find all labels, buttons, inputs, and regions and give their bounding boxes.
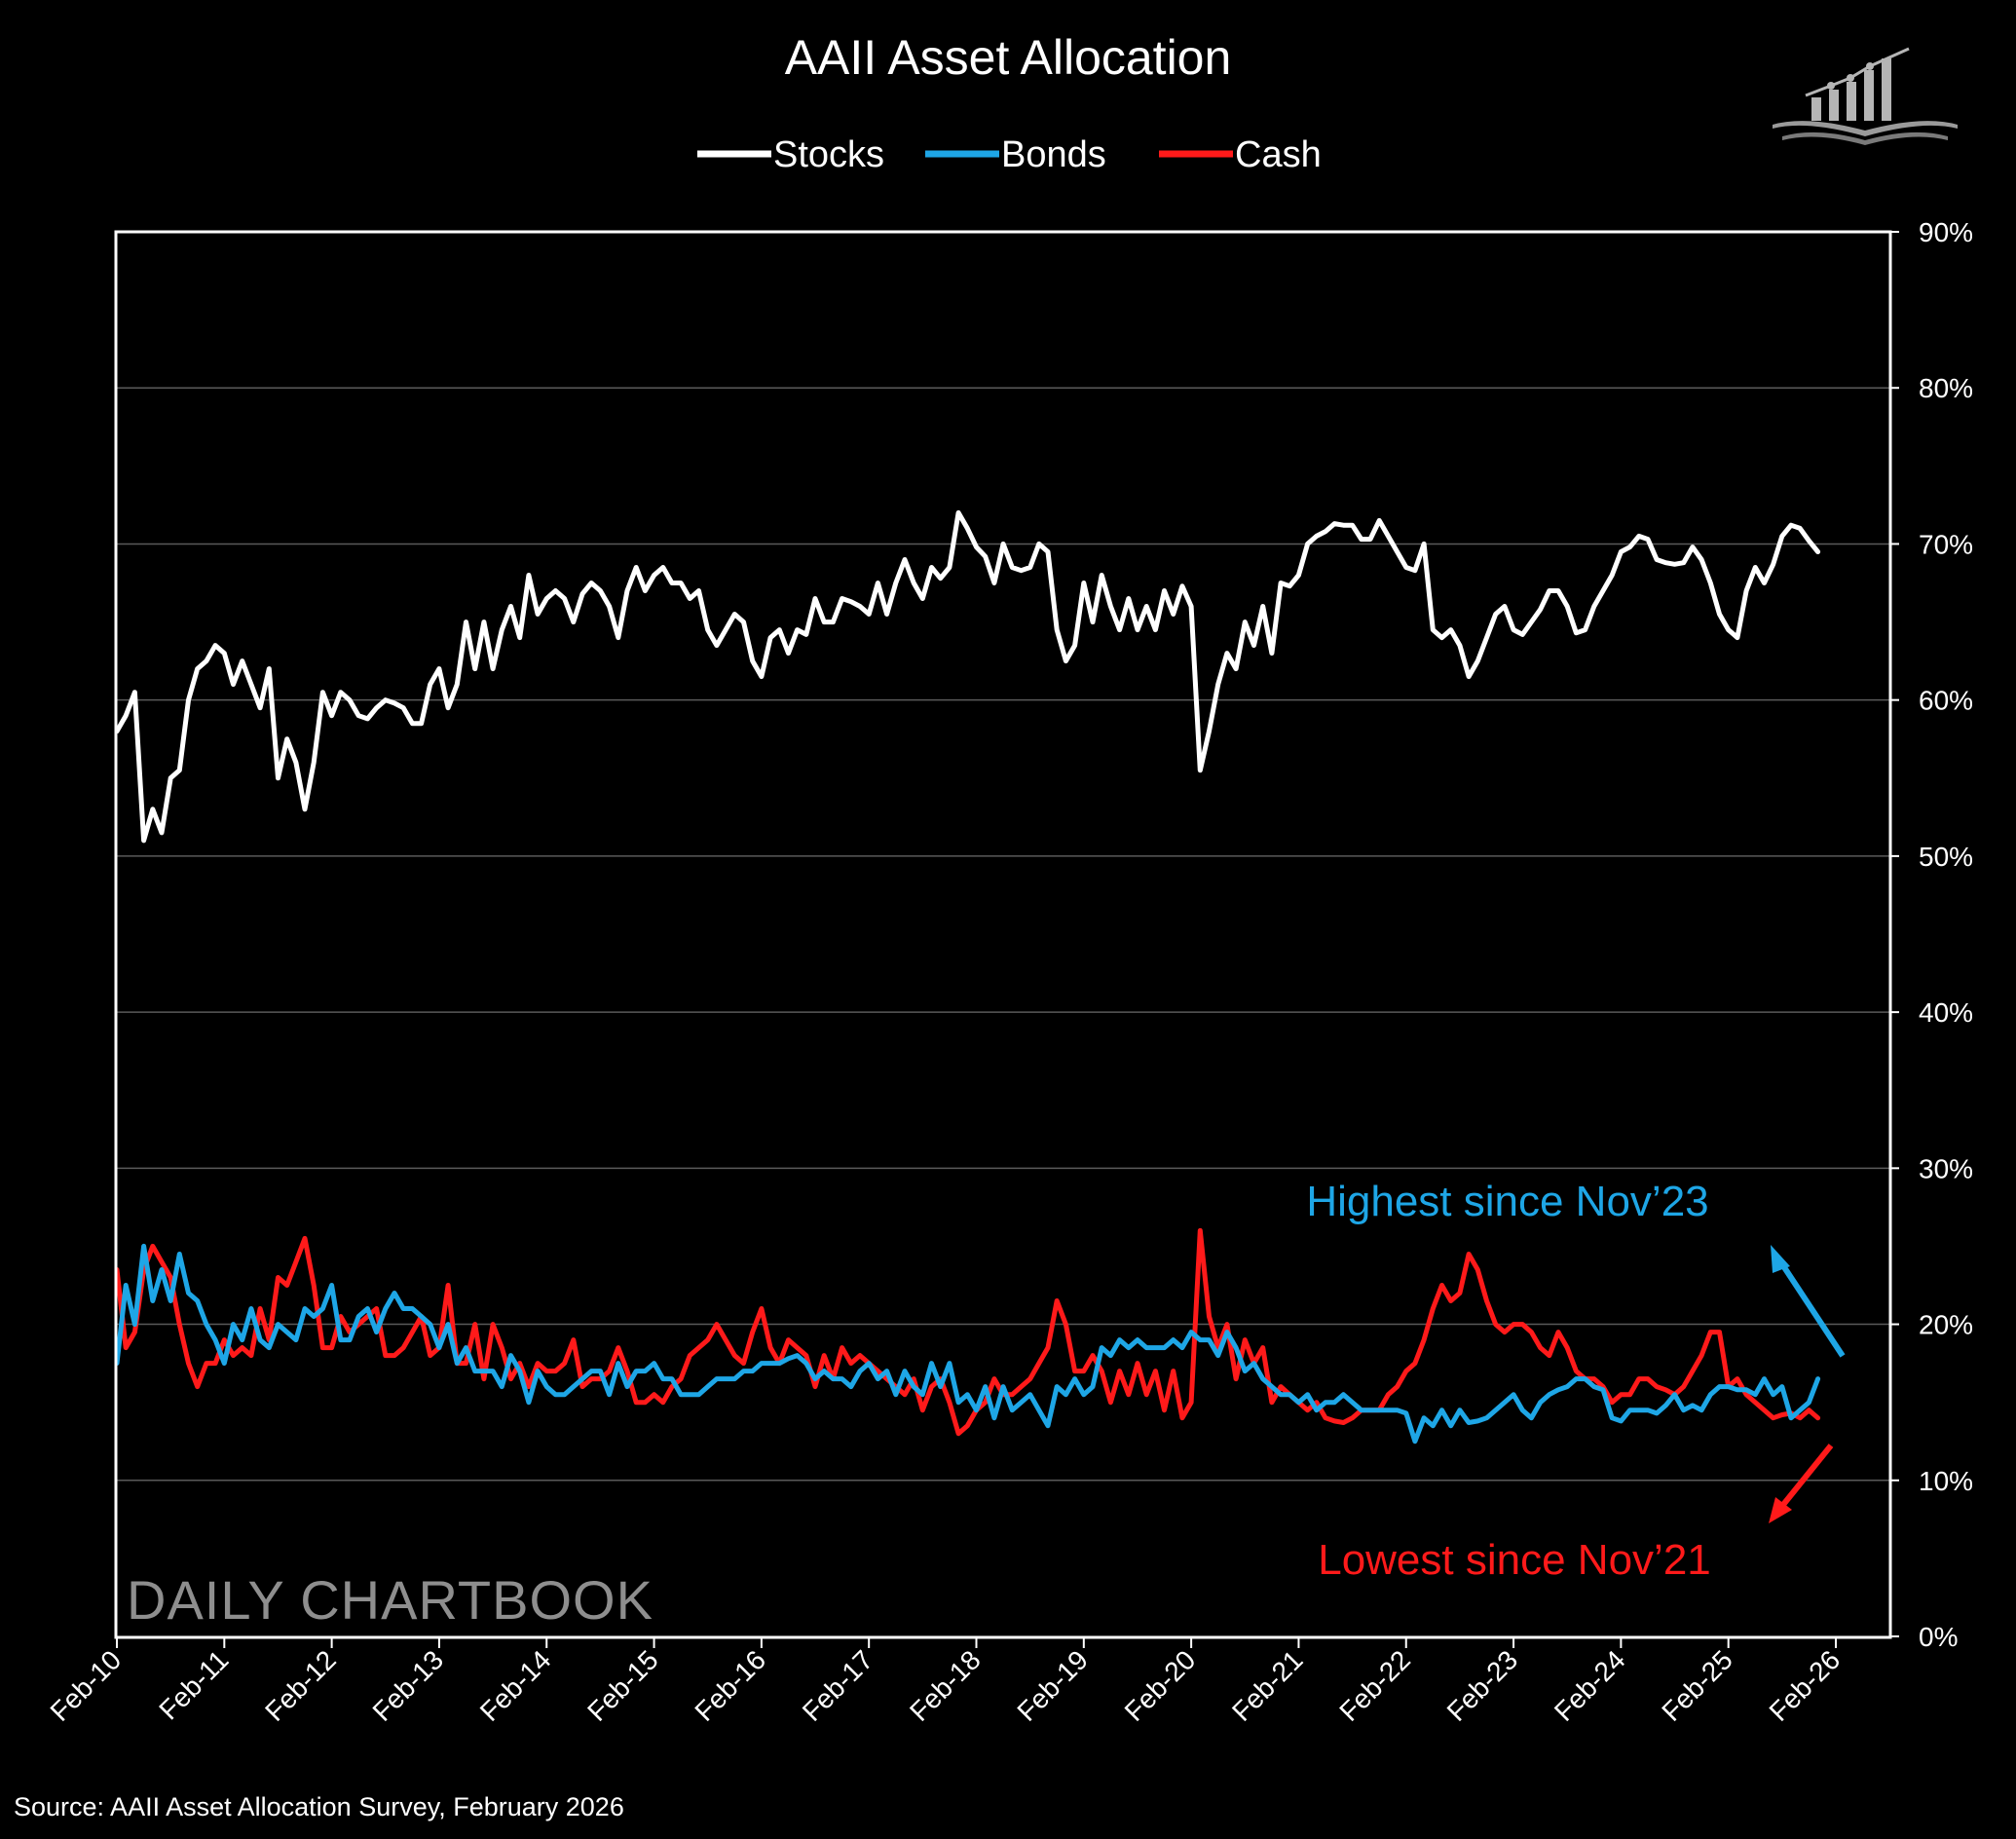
annotation-bonds-high: Highest since Nov’23 xyxy=(1306,1178,1708,1225)
legend: Stocks Bonds Cash xyxy=(697,134,1322,175)
y-tick-label: 30% xyxy=(1919,1153,1973,1183)
y-tick-label: 0% xyxy=(1919,1622,1958,1652)
y-tick-label: 90% xyxy=(1919,217,1973,247)
daily-chartbook-logo xyxy=(1773,47,1958,145)
series-line-bonds xyxy=(114,1243,1821,1445)
annotation-cash-arrow xyxy=(1769,1444,1834,1523)
y-tick-label: 70% xyxy=(1919,529,1973,559)
y-tick-label: 20% xyxy=(1919,1310,1973,1340)
chart-title: AAII Asset Allocation xyxy=(785,30,1232,85)
legend-label-bonds: Bonds xyxy=(1001,134,1106,175)
series-line-stocks xyxy=(114,509,1821,844)
series-lines xyxy=(114,509,1821,1445)
y-tick-label: 10% xyxy=(1919,1466,1973,1496)
annotation-cash-low: Lowest since Nov’21 xyxy=(1318,1536,1711,1584)
y-tick-label: 80% xyxy=(1919,373,1973,403)
y-tick-label: 40% xyxy=(1919,997,1973,1028)
y-tick-label: 50% xyxy=(1919,842,1973,872)
y-axis-ticks: 0% 10% 20% 30% 40% 50% 60% 70% 80% 90% xyxy=(1889,217,1973,1652)
plot-frame xyxy=(114,230,1892,1639)
legend-label-cash: Cash xyxy=(1235,134,1322,175)
y-tick-label: 60% xyxy=(1919,686,1973,716)
watermark: DAILY CHARTBOOK xyxy=(127,1569,653,1631)
annotation-bonds-arrow xyxy=(1771,1245,1846,1358)
gridlines xyxy=(117,387,1889,1482)
source-note: Source: AAII Asset Allocation Survey, Fe… xyxy=(14,1792,624,1821)
legend-label-stocks: Stocks xyxy=(773,134,884,175)
series-line-cash xyxy=(114,1227,1821,1437)
